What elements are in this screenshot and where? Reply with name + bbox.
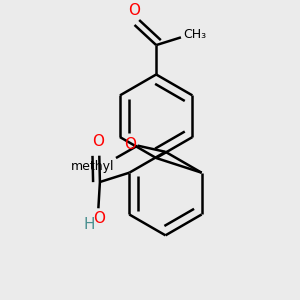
Text: O: O [92,134,104,149]
Text: O: O [128,3,140,18]
Text: methyl: methyl [71,160,114,172]
Text: H: H [83,217,95,232]
Text: O: O [124,136,136,152]
Text: O: O [94,211,106,226]
Text: CH₃: CH₃ [183,28,206,41]
